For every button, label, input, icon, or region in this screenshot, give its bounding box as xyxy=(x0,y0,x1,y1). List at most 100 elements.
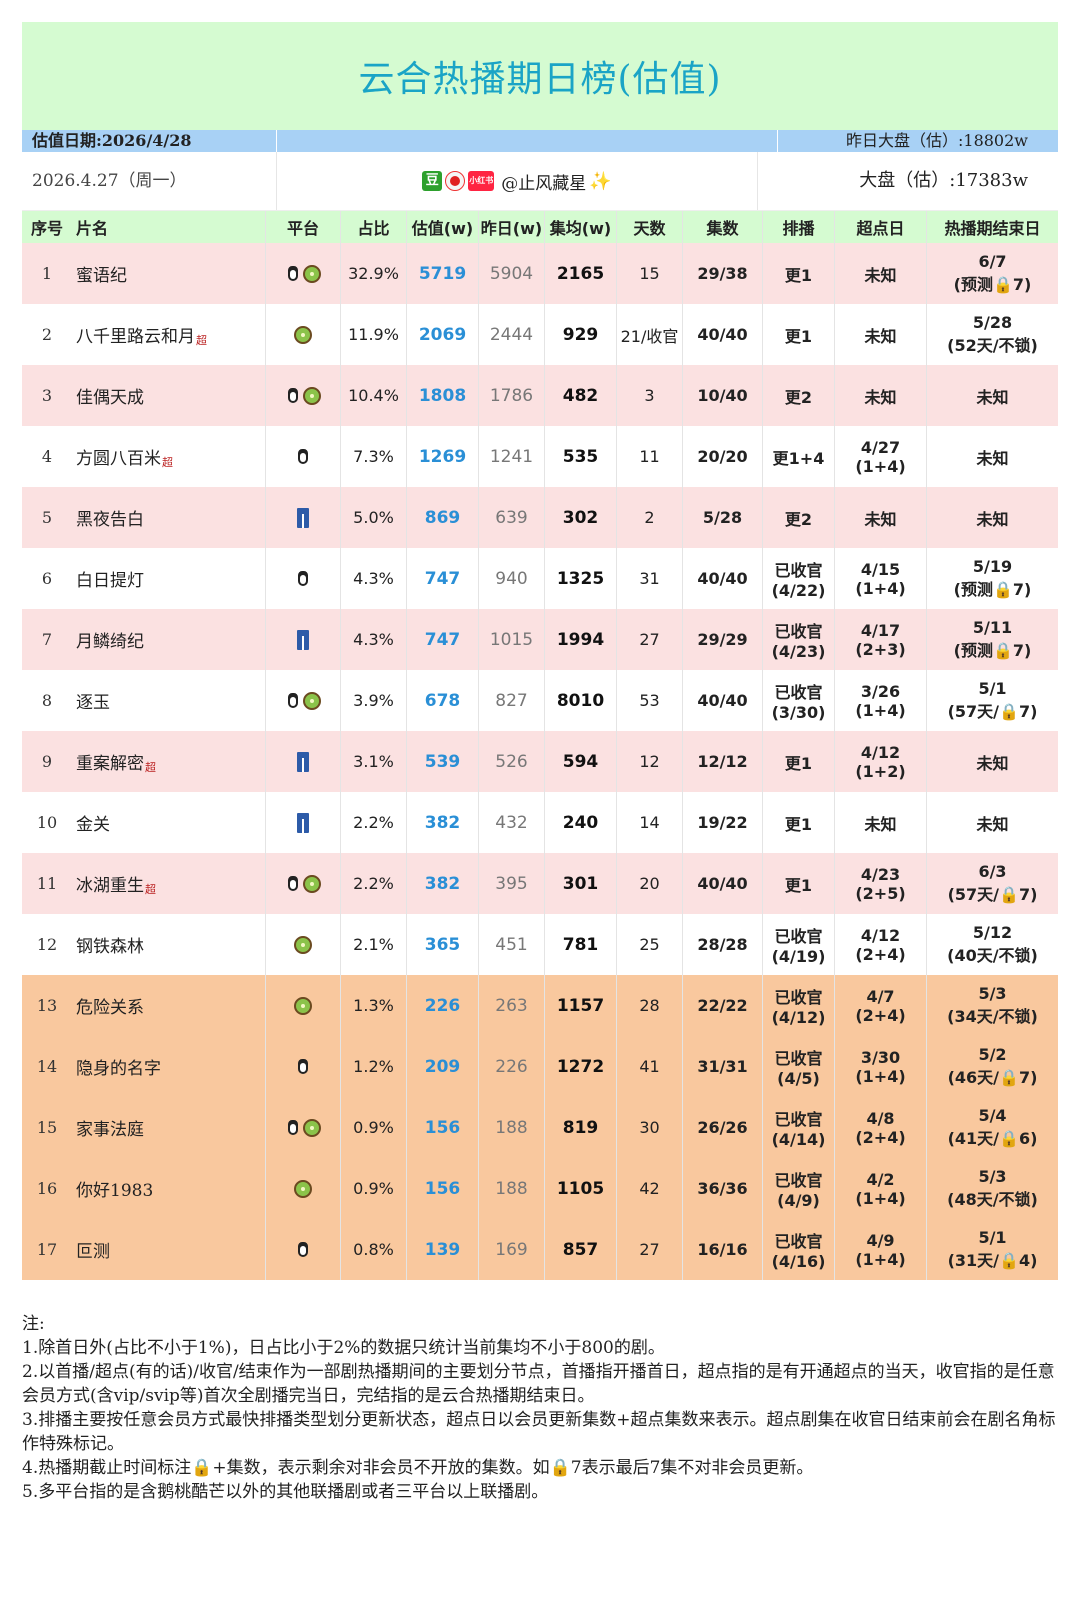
table-row: 4 方圆八百米超 7.3% 1269 1241 535 11 20/20 更1+4 4/27 (1+… xyxy=(22,426,1058,487)
estimate-value: 156 xyxy=(406,1097,478,1158)
table-row: 12 钢铁森林 2.1% 365 451 781 25 28/28 已收官 (4/19) 4/12(… xyxy=(22,914,1058,975)
share-ratio: 1.3% xyxy=(340,975,406,1036)
schedule-cell: 更2 xyxy=(762,487,834,548)
days-aired: 15 xyxy=(616,243,682,304)
days-aired: 42 xyxy=(616,1158,682,1219)
note-item: 5.多平台指的是含鹅桃酷芒以外的其他联播剧或者三平台以上联播剧。 xyxy=(22,1482,549,1502)
episode-average: 2165 xyxy=(544,243,616,304)
end-day-line: (预测🔒7) xyxy=(953,275,1032,294)
episode-count: 28/28 xyxy=(682,914,762,975)
show-name: 你好1983 xyxy=(76,1181,154,1201)
table-row: 8 逐玉 3.9% 678 827 8010 53 40/40 已收官 (3/30) 3/26 (1+… xyxy=(22,670,1058,731)
episode-count: 5/28 xyxy=(682,487,762,548)
yesterday-value: 432 xyxy=(478,792,544,853)
schedule-cell: 已收官 (4/22) xyxy=(762,548,834,609)
rank-number: 14 xyxy=(36,1057,58,1076)
sparkle-icon: ✨ xyxy=(589,170,612,192)
table-row: 6 白日提灯 4.3% 747 940 1325 31 40/40 已收官 (4/22) 4/15(… xyxy=(22,548,1058,609)
share-ratio: 7.3% xyxy=(340,426,406,487)
note-item: 4.热播期截止时间标注🔒+集数，表示剩余对非会员不开放的集数。如🔒7表示最后7集… xyxy=(22,1458,814,1478)
estimate-value: 382 xyxy=(406,792,478,853)
peak-day-line: 4/15 xyxy=(860,559,901,579)
platform-icons xyxy=(296,812,310,833)
show-name: 金关 xyxy=(76,815,110,835)
show-name-cell: 金关 xyxy=(72,792,265,853)
estimate-value: 747 xyxy=(406,609,478,670)
peak-day-line: 4/12 xyxy=(860,925,901,945)
platform-icons xyxy=(294,1240,312,1260)
share-ratio: 10.4% xyxy=(340,365,406,426)
schedule-cell: 更1 xyxy=(762,731,834,792)
table-row: 1 蜜语纪 32.9% 5719 5904 2165 15 29/38 更1 未知 6/7 (预测🔒7… xyxy=(22,243,1058,304)
yesterday-value: 526 xyxy=(478,731,544,792)
peak-day-line: (2+5) xyxy=(855,883,906,903)
rank-number: 3 xyxy=(41,386,53,405)
share-ratio: 4.3% xyxy=(340,609,406,670)
douban-icon: 豆 xyxy=(422,171,443,191)
estimate-date: 估值日期:2026/4/28 xyxy=(32,131,192,150)
header-col-ratio: 占比 xyxy=(340,211,406,243)
schedule-cell: 更1 xyxy=(762,792,834,853)
episode-average: 8010 xyxy=(544,670,616,731)
yesterday-value: 263 xyxy=(478,975,544,1036)
yesterday-value: 5904 xyxy=(478,243,544,304)
end-day-line: 5/3 xyxy=(978,984,1007,1003)
table-row: 11 冰湖重生超 2.2% 382 395 301 20 40/40 更1 4/23 (2+5) 6/… xyxy=(22,853,1058,914)
rank-number: 10 xyxy=(36,813,58,832)
peak-day-line: 4/23 xyxy=(860,864,901,884)
end-day-cell: 未知 xyxy=(926,792,1058,853)
peak-day-line: (1+4) xyxy=(855,456,906,476)
episode-average: 1325 xyxy=(544,548,616,609)
note-item: 1.除首日外(占比不小于1%)，日占比小于2%的数据只统计当前集均不小于800的… xyxy=(22,1338,665,1358)
rank-number: 7 xyxy=(41,630,53,649)
show-name-cell: 你好1983 xyxy=(72,1158,265,1219)
platform-icons xyxy=(296,751,310,772)
show-name-line: 重案解密超 xyxy=(76,749,156,775)
episode-average: 594 xyxy=(544,731,616,792)
days-aired: 30 xyxy=(616,1097,682,1158)
platform-cell xyxy=(265,243,340,304)
days-aired: 31 xyxy=(616,548,682,609)
peak-day-line: 3/30 xyxy=(860,1047,901,1067)
show-name-line: 八千里路云和月超 xyxy=(76,322,207,348)
episode-average: 1157 xyxy=(544,975,616,1036)
platform-icons xyxy=(293,935,313,955)
episode-count: 31/31 xyxy=(682,1036,762,1097)
show-name: 黑夜告白 xyxy=(76,510,144,530)
end-day-line: (48天/不锁) xyxy=(947,1190,1038,1209)
platform-icons xyxy=(293,1179,313,1199)
platform-cell xyxy=(265,914,340,975)
end-day-cell: 未知 xyxy=(926,426,1058,487)
end-day-line: 5/2 xyxy=(978,1045,1007,1064)
header-col-estimate: 估值(w) xyxy=(406,211,478,243)
show-name-line: 钢铁森林 xyxy=(76,932,144,957)
peak-day-cell: 4/9 (1+4) xyxy=(834,1219,926,1280)
table-row: 13 危险关系 1.3% 226 263 1157 28 22/22 已收官 (4/12) 4/7(… xyxy=(22,975,1058,1036)
rank-number: 2 xyxy=(41,325,53,344)
end-day-line: (41天/🔒6) xyxy=(947,1129,1038,1148)
schedule-line: 已收官 xyxy=(774,1049,823,1068)
penguin-icon xyxy=(295,570,311,588)
share-ratio: 11.9% xyxy=(340,304,406,365)
end-day-line: 5/1 xyxy=(978,679,1007,698)
kiwi-icon xyxy=(303,692,321,711)
days-aired: 2 xyxy=(616,487,682,548)
end-day-cell: 5/12 (40天/不锁) xyxy=(926,914,1058,975)
peak-day-cell: 3/30 (1+4) xyxy=(834,1036,926,1097)
yesterday-value: 451 xyxy=(478,914,544,975)
peak-day-line: 未知 xyxy=(864,814,897,834)
show-name-line: 危险关系 xyxy=(76,993,144,1018)
episode-count: 22/22 xyxy=(682,975,762,1036)
platform-icons xyxy=(294,569,312,589)
table-row: 7 月鳞绮纪 4.3% 747 1015 1994 27 29/29 已收官 (4/23) 4/17… xyxy=(22,609,1058,670)
peak-day-cell: 未知 xyxy=(834,487,926,548)
peak-day-cell: 4/15 (1+4) xyxy=(834,548,926,609)
yesterday-value: 940 xyxy=(478,548,544,609)
peak-day-cell: 4/12 (2+4) xyxy=(834,914,926,975)
episode-count: 12/12 xyxy=(682,731,762,792)
schedule-line: 更1 xyxy=(784,265,813,285)
episode-count: 40/40 xyxy=(682,853,762,914)
schedule-line: 更2 xyxy=(784,509,813,529)
end-day-line: (57天/🔒7) xyxy=(947,885,1038,904)
platform-cell xyxy=(265,731,340,792)
